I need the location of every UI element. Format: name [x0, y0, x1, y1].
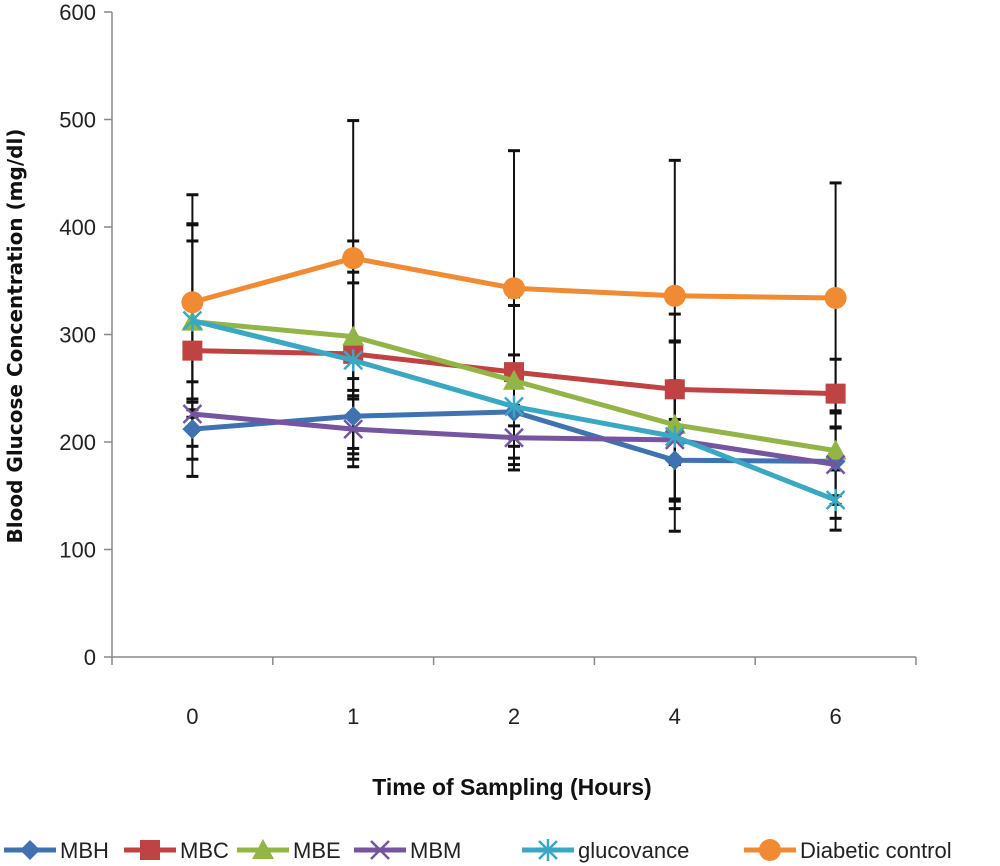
legend-label: MBH — [60, 838, 109, 863]
legend-label: glucovance — [578, 838, 689, 863]
legend-marker — [20, 840, 40, 860]
error-bars — [186, 119, 842, 533]
legend-item-mbe: MBE — [237, 838, 341, 863]
y-tick-label: 300 — [59, 323, 96, 348]
series-diabetic-control — [181, 247, 847, 314]
x-tick-label: 0 — [186, 704, 198, 729]
marker-stroke — [825, 454, 846, 475]
legend-label: MBC — [180, 838, 229, 863]
data-point-glucovance — [343, 349, 364, 372]
x-tick-label: 1 — [347, 704, 359, 729]
legend-item-diabetic-control: Diabetic control — [744, 838, 952, 863]
legend-item-mbc: MBC — [124, 838, 229, 863]
data-point-mbh — [664, 450, 685, 471]
y-tick-label: 200 — [59, 430, 96, 455]
series-mbe — [181, 310, 847, 460]
legend-marker — [759, 839, 781, 861]
x-axis-title: Time of Sampling (Hours) — [372, 774, 651, 800]
series-glucovance — [182, 309, 846, 512]
marker-stroke — [504, 427, 524, 448]
marker-stroke — [343, 419, 364, 439]
data-point-glucovance — [825, 489, 846, 512]
data-point-mbh — [182, 419, 203, 440]
legend-marker — [370, 840, 390, 860]
x-tick-label: 2 — [508, 704, 520, 729]
data-point-mbe — [824, 439, 847, 460]
data-point-mbc — [825, 383, 846, 404]
marker-stroke — [182, 404, 203, 424]
data-point-mbc — [664, 379, 685, 400]
y-axis-title: Blood Glucose Concentration (mg/dl) — [3, 129, 27, 544]
y-tick-label: 0 — [84, 645, 96, 670]
legend-item-mbm: MBM — [354, 838, 461, 863]
data-point-diabetic-control — [342, 247, 365, 270]
legend-marker — [252, 839, 274, 859]
marker-stroke — [370, 840, 390, 860]
y-tick-label: 500 — [59, 108, 96, 133]
y-axis: 0 100 200 300 400 500 600 — [59, 0, 113, 670]
data-point-mbm — [182, 404, 203, 424]
legend: MBH MBC MBE MBM glucovance Diabetic control — [4, 838, 952, 863]
legend-label: Diabetic control — [800, 838, 952, 863]
legend-label: MBM — [410, 838, 461, 863]
series-mbm — [182, 404, 846, 475]
y-tick-label: 600 — [59, 0, 96, 25]
x-axis: 0 1 2 4 6 — [111, 656, 917, 729]
data-point-diabetic-control — [503, 277, 525, 300]
series-lines — [181, 247, 847, 512]
legend-label: MBE — [293, 838, 341, 863]
data-point-mbe — [342, 325, 365, 346]
legend-marker — [140, 840, 160, 860]
data-point-diabetic-control — [824, 286, 847, 309]
data-point-glucovance — [504, 395, 524, 418]
legend-item-mbh: MBH — [4, 838, 109, 863]
data-point-mbe — [503, 369, 525, 390]
x-tick-label: 6 — [829, 704, 841, 729]
data-point-mbc — [182, 340, 203, 361]
data-point-mbe — [663, 413, 686, 434]
data-point-diabetic-control — [663, 284, 686, 307]
data-point-mbm — [504, 427, 524, 448]
y-tick-label: 400 — [59, 215, 96, 240]
x-tick-label: 4 — [669, 704, 681, 729]
data-point-glucovance — [664, 425, 685, 448]
data-point-mbm — [825, 454, 846, 475]
legend-item-glucovance: glucovance — [522, 838, 689, 863]
y-tick-label: 100 — [59, 538, 96, 563]
data-point-diabetic-control — [181, 291, 204, 314]
legend-marker — [538, 839, 558, 861]
data-point-mbh — [343, 406, 364, 427]
data-point-mbm — [343, 419, 364, 439]
